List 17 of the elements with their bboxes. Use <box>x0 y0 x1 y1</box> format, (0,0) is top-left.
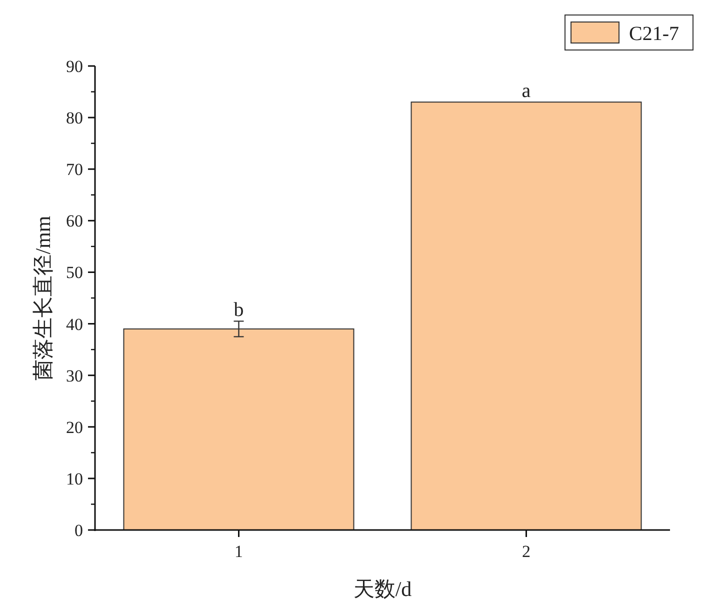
legend-label: C21-7 <box>629 23 679 45</box>
y-tick-label: 0 <box>74 521 83 540</box>
y-tick-label: 60 <box>66 212 83 231</box>
x-axis-title: 天数/d <box>353 577 412 601</box>
y-axis-title: 菌落生长直径/mm <box>31 216 55 380</box>
y-tick-label: 90 <box>66 57 83 76</box>
y-tick-label: 20 <box>66 418 83 437</box>
y-tick-label: 40 <box>66 314 83 334</box>
y-tick-label: 50 <box>66 263 83 282</box>
y-tick-label: 70 <box>66 160 83 180</box>
x-tick-label: 1 <box>234 542 243 561</box>
y-tick-label: 10 <box>66 469 83 488</box>
y-tick-label: 30 <box>66 366 83 386</box>
annotation: b <box>234 299 244 322</box>
annotation: a <box>522 80 531 102</box>
x-tick-label: 2 <box>522 542 530 561</box>
y-tick-label: 80 <box>66 108 83 128</box>
